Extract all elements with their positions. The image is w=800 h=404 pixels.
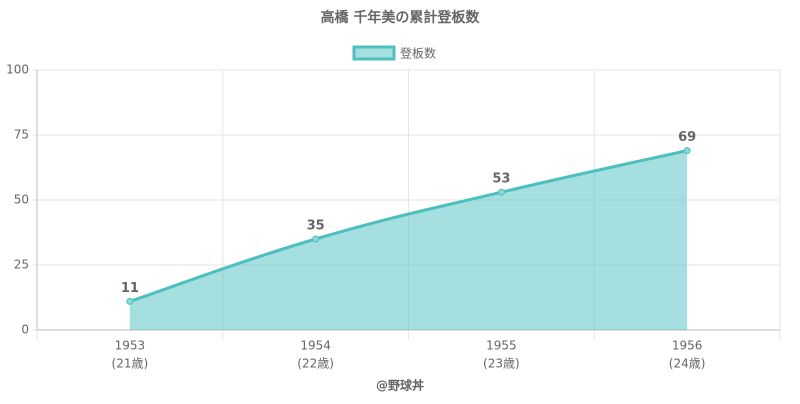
point [312,235,320,243]
chart-title: 高橋 千年美の累計登板数 [321,9,481,26]
y-tick-label: 25 [14,258,29,272]
legend-swatch [352,45,396,61]
y-tick-label: 100 [6,63,29,77]
x-axis-label: @野球丼 [376,378,424,393]
x-tick-sublabel: (21歳) [112,357,149,371]
data-label: 53 [492,172,510,187]
line [129,149,688,303]
x-tick-sublabel: (22歳) [297,357,334,371]
point [683,147,691,155]
x-tick-sublabel: (24歳) [669,357,706,371]
y-tick-label: 50 [14,193,29,207]
data-label: 11 [121,281,139,296]
data-label: 69 [678,130,696,145]
point [126,297,134,305]
y-tick-label: 75 [14,128,29,142]
legend-label: 登板数 [400,46,436,61]
x-tick-label: 1954 [300,339,331,353]
x-tick-label: 1955 [486,339,517,353]
x-tick-label: 1956 [672,339,703,353]
data-label: 35 [307,219,325,234]
area [129,150,688,330]
point [497,188,505,196]
y-tick-label: 0 [21,323,29,337]
x-tick-label: 1953 [115,339,146,353]
x-tick-sublabel: (23歳) [483,357,520,371]
